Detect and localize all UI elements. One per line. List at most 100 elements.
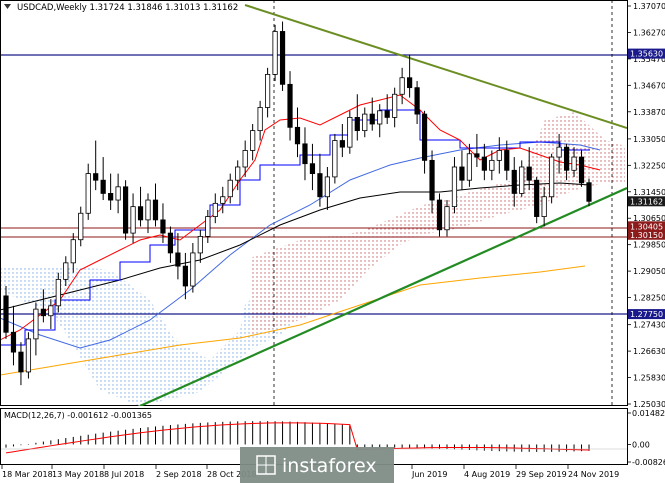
candle-bull [235,160,241,191]
instaforex-logo-icon [256,455,276,475]
candle-bull [347,110,353,154]
candle-bull [33,302,39,356]
candle-bear [504,140,510,181]
candle-bull [399,67,405,105]
candle-bear [339,124,345,158]
time-label: 29 Sep 2019 [516,470,567,479]
price-tick-label: 1.30650 [633,214,665,223]
candle-bull [451,157,458,214]
candle-bear [182,252,188,300]
candle-bear [407,54,413,98]
candle-bear [317,153,323,207]
time-label: Jun 2019 [411,470,447,479]
candle-bear [459,150,465,191]
kijun-line [1,109,590,346]
candle-bull [55,272,61,313]
candle-bull [63,256,69,286]
macd-label: MACD(12,26,7) -0.001612 -0.001365 [4,411,152,420]
macd-tick-label: -0.008260 [632,458,665,467]
candle-bear [100,157,106,201]
price-tick-label: 1.27430 [633,321,665,330]
candle-bear [287,71,293,141]
candle-bull [220,186,226,214]
candle-bull [197,229,203,263]
sma-slow-black [1,182,591,311]
candle-bull [541,186,547,227]
candle-bear [122,180,129,240]
price-tag: 1.30150 [628,229,665,240]
candle-bear [481,143,487,181]
candle-bull [250,124,256,161]
price-tag: 1.30405 [628,221,665,232]
price-tick-label: 1.33050 [633,135,665,144]
candle-bear [384,94,390,125]
chart-header: USDCAD,Weekly 1.31724 1.31846 1.31013 1.… [17,3,238,13]
candle-bull [466,143,473,187]
candle-bear [309,143,316,191]
price-tag-label: 1.30150 [630,231,663,240]
candle-bear [279,21,286,91]
price-tick-label: 1.32250 [633,161,665,170]
candle-bull [115,173,121,214]
candle-bull [332,133,338,184]
candle-bear [167,226,174,263]
price-tick-label: 1.29850 [633,241,665,250]
time-label: 28 Oct 2018 [207,470,256,479]
candle-bull [130,193,136,244]
candle-bull [70,233,76,273]
candle-bull [362,107,368,138]
candle-bear [511,157,517,207]
downtrend-line [244,4,627,129]
candle-bull [205,209,211,244]
price-tick-label: 1.31450 [633,188,665,197]
watermark-badge: instaforex [240,447,394,483]
candle-bull [519,160,525,197]
candle-bull [489,150,495,181]
price-tick-label: 1.37070 [633,2,665,11]
price-tick-label: 1.29050 [633,267,665,276]
candle-bear [93,140,99,191]
candle-bear [10,305,17,366]
price-tag-label: 1.35630 [630,50,663,59]
candle-bear [160,203,166,244]
price-tag: 1.27750 [628,309,665,320]
candle-bear [436,193,443,237]
macd-tick-label: 0.00 [632,440,650,449]
candle-bull [571,147,577,177]
time-label: 8 Jul 2018 [104,470,144,479]
price-tag: 1.31162 [628,196,665,207]
macd-signal-line [5,422,590,454]
time-label: 18 Mar 2018 [2,470,53,479]
candle-bear [578,150,585,187]
candle-bear [369,97,375,131]
candle-bear [175,233,181,280]
candle-bear [586,178,592,207]
sma-long-orange [1,265,586,376]
candle-bull [78,206,84,247]
price-tick-label: 1.34670 [633,81,665,90]
candle-bear [18,342,24,386]
candle-bull [145,193,151,234]
candle-bear [3,285,9,339]
candle-bull [444,200,450,237]
price-tick-label: 1.28250 [633,294,665,303]
candle-bull [392,87,398,128]
price-tag: 1.35630 [628,48,665,59]
watermark-text: instaforex [282,455,377,477]
time-label: 2 Sep 2018 [156,470,202,479]
candle-bear [534,176,540,224]
candle-bear [414,81,420,125]
price-tick-label: 1.26630 [633,347,665,356]
candle-bull [556,133,562,174]
price-tick-label: 1.33870 [633,108,665,117]
macd-tick-label: 0.014823 [632,409,665,418]
candle-bear [108,173,114,210]
candle-bear [563,143,570,181]
candle-bear [474,133,480,167]
price-tick-label: 1.36270 [633,28,665,37]
candle-bear [526,147,532,191]
candle-bull [227,173,233,204]
time-label: 24 Nov 2019 [568,470,619,479]
candle-bear [137,186,144,227]
